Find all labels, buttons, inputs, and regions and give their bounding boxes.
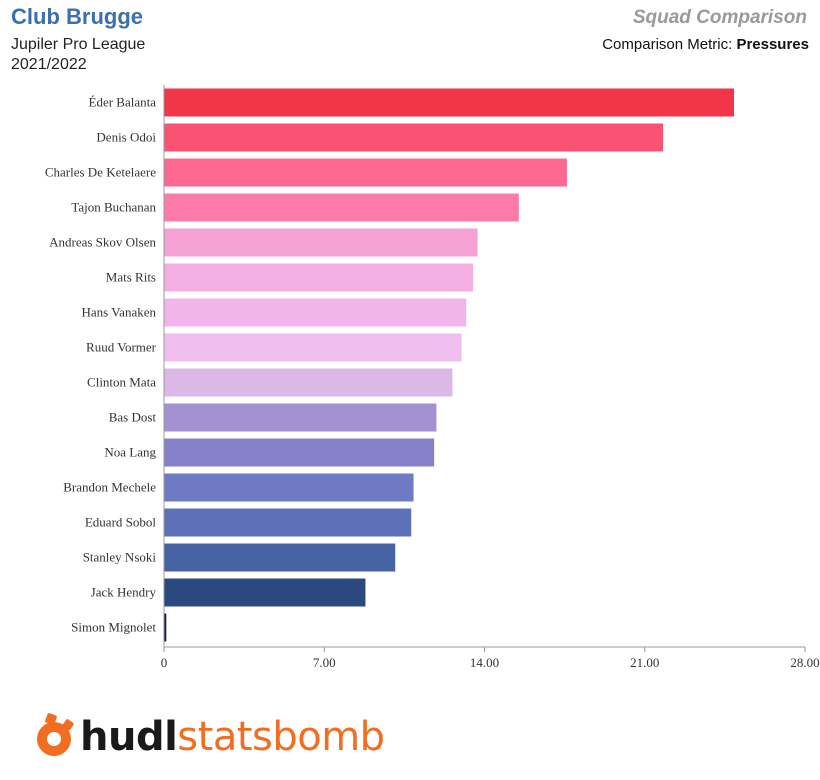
category-label-10: Noa Lang [104, 445, 156, 460]
bar-4 [164, 228, 478, 257]
league-name: Jupiler Pro League [11, 36, 146, 53]
comparison-metric: Comparison Metric: Pressures [602, 36, 809, 53]
bar-14 [164, 578, 366, 607]
bar-5 [164, 263, 474, 292]
category-label-13: Stanley Nsoki [83, 550, 157, 565]
bar-12 [164, 508, 412, 537]
bar-7 [164, 333, 462, 362]
bar-1 [164, 123, 664, 152]
hudl-statsbomb-logo: hudlstatsbomb [80, 712, 385, 762]
bar-15 [164, 613, 167, 642]
x-tick-label-4: 28.00 [790, 655, 819, 670]
category-label-2: Charles De Ketelaere [45, 165, 156, 180]
bar-13 [164, 543, 396, 572]
logo-text-statsbomb: statsbomb [177, 714, 385, 760]
x-tick-label-2: 14.00 [470, 655, 499, 670]
bar-9 [164, 403, 437, 432]
bar-11 [164, 473, 414, 502]
season: 2021/2022 [11, 56, 87, 73]
x-tick-label-3: 21.00 [630, 655, 659, 670]
bar-8 [164, 368, 453, 397]
bar-2 [164, 158, 567, 187]
category-label-3: Tajon Buchanan [71, 200, 156, 215]
statsbomb-logo-icon [37, 713, 74, 756]
chart-heading: Squad Comparison [632, 7, 807, 28]
category-label-12: Eduard Sobol [85, 515, 157, 530]
category-label-7: Ruud Vormer [86, 340, 157, 355]
x-tick-label-1: 7.00 [313, 655, 336, 670]
bar-chart: Éder Balanta Denis Odoi Charles De Ketelae… [45, 85, 820, 670]
category-label-9: Bas Dost [109, 410, 157, 425]
bar-10 [164, 438, 435, 467]
x-tick-label-0: 0 [161, 655, 168, 670]
category-label-1: Denis Odoi [96, 130, 156, 145]
category-label-0: Éder Balanta [89, 95, 157, 110]
logo-text-hudl: hudl [80, 714, 178, 760]
bar-0 [164, 88, 735, 117]
metric-value: Pressures [736, 36, 809, 53]
category-label-5: Mats Rits [106, 270, 156, 285]
category-label-14: Jack Hendry [91, 585, 157, 600]
category-label-8: Clinton Mata [87, 375, 156, 390]
category-label-4: Andreas Skov Olsen [49, 235, 156, 250]
bar-6 [164, 298, 467, 327]
bar-3 [164, 193, 519, 222]
category-label-6: Hans Vanaken [82, 305, 157, 320]
category-label-15: Simon Mignolet [71, 620, 156, 635]
metric-label: Comparison Metric: [602, 36, 733, 53]
team-name: Club Brugge [11, 4, 143, 29]
category-label-11: Brandon Mechele [63, 480, 156, 495]
